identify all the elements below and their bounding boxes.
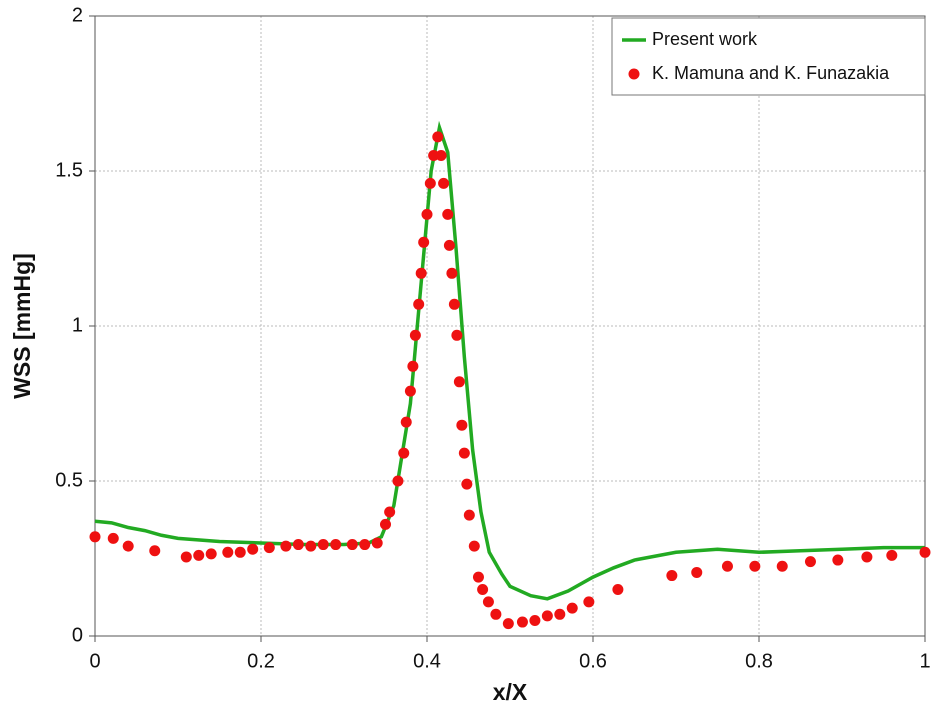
data-point: [490, 608, 502, 620]
data-point: [400, 416, 412, 428]
data-point: [392, 475, 404, 487]
data-point: [461, 478, 473, 490]
data-point: [612, 584, 624, 595]
data-point: [418, 236, 430, 248]
data-point: [749, 560, 761, 572]
data-point: [583, 596, 595, 608]
data-point: [247, 543, 259, 555]
data-point: [371, 537, 383, 549]
data-point: [404, 385, 416, 397]
data-point: [398, 447, 410, 459]
data-point: [435, 150, 447, 161]
data-point: [149, 545, 161, 557]
data-point: [438, 177, 450, 189]
data-point: [180, 551, 192, 563]
data-point: [89, 531, 101, 543]
plot-frame: [94, 15, 926, 637]
data-point: [446, 267, 458, 279]
data-point: [516, 616, 528, 628]
y-axis-label: WSS [mmHg]: [9, 253, 35, 399]
data-point: [832, 554, 844, 566]
data-point: [776, 560, 788, 572]
data-point: [432, 131, 444, 143]
data-point: [415, 267, 427, 279]
data-point: [359, 539, 371, 551]
data-point: [541, 610, 553, 622]
data-point: [263, 542, 275, 554]
x-tick-label: 0.2: [247, 650, 275, 672]
data-point: [502, 618, 514, 630]
y-tick-label: 0: [72, 624, 83, 646]
data-point: [193, 549, 205, 561]
data-point: [721, 560, 733, 572]
data-point: [529, 615, 541, 626]
data-point: [472, 571, 484, 583]
data-point: [292, 539, 304, 551]
x-tick-label: 1: [919, 650, 930, 672]
data-point: [407, 360, 419, 372]
data-point: [448, 298, 460, 310]
data-point: [463, 509, 475, 521]
y-tick-label: 1.5: [55, 159, 83, 181]
data-point: [107, 532, 119, 544]
legend-swatch: [628, 68, 640, 80]
data-point: [919, 546, 931, 558]
data-point: [317, 539, 329, 551]
data-point: [458, 447, 470, 459]
data-point: [804, 556, 816, 568]
data-point: [451, 329, 463, 341]
x-axis-label: x/X: [493, 679, 528, 705]
legend-label: Present work: [652, 29, 758, 49]
data-point: [482, 596, 494, 608]
data-point: [122, 540, 134, 552]
legend: Present work K. Mamuna and K. Funazakia: [611, 17, 926, 96]
data-point: [566, 602, 578, 614]
data-point: [886, 549, 898, 561]
data-point: [330, 539, 342, 551]
y-tick-label: 1: [72, 314, 83, 336]
y-tick-label: 2: [72, 4, 83, 26]
y-tick-label: 0.5: [55, 469, 83, 491]
data-point: [346, 539, 358, 551]
data-point: [691, 566, 703, 578]
data-point: [442, 208, 454, 220]
x-tick-label: 0.8: [745, 650, 773, 672]
x-tick-label: 0.6: [579, 650, 607, 672]
legend-box: [611, 17, 926, 96]
data-point: [305, 540, 317, 552]
data-point: [384, 506, 396, 518]
data-point: [380, 518, 391, 530]
data-point: [453, 376, 465, 388]
data-point: [413, 298, 425, 310]
legend-label: K. Mamuna and K. Funazakia: [652, 63, 890, 83]
data-point: [443, 239, 455, 251]
data-point: [409, 329, 421, 341]
data-line: [94, 120, 925, 601]
x-tick-label: 0.4: [413, 650, 441, 672]
data-point: [666, 570, 678, 582]
data-point: [205, 548, 217, 560]
data-point: [234, 546, 246, 558]
data-point: [477, 584, 489, 595]
data-point: [456, 419, 468, 431]
data-point: [280, 540, 292, 552]
x-tick-label: 0: [89, 650, 100, 672]
data-point: [861, 551, 873, 563]
data-point: [554, 608, 566, 620]
data-point: [424, 177, 436, 189]
data-point: [222, 546, 234, 558]
data-point: [468, 540, 480, 552]
data-point: [421, 208, 433, 220]
